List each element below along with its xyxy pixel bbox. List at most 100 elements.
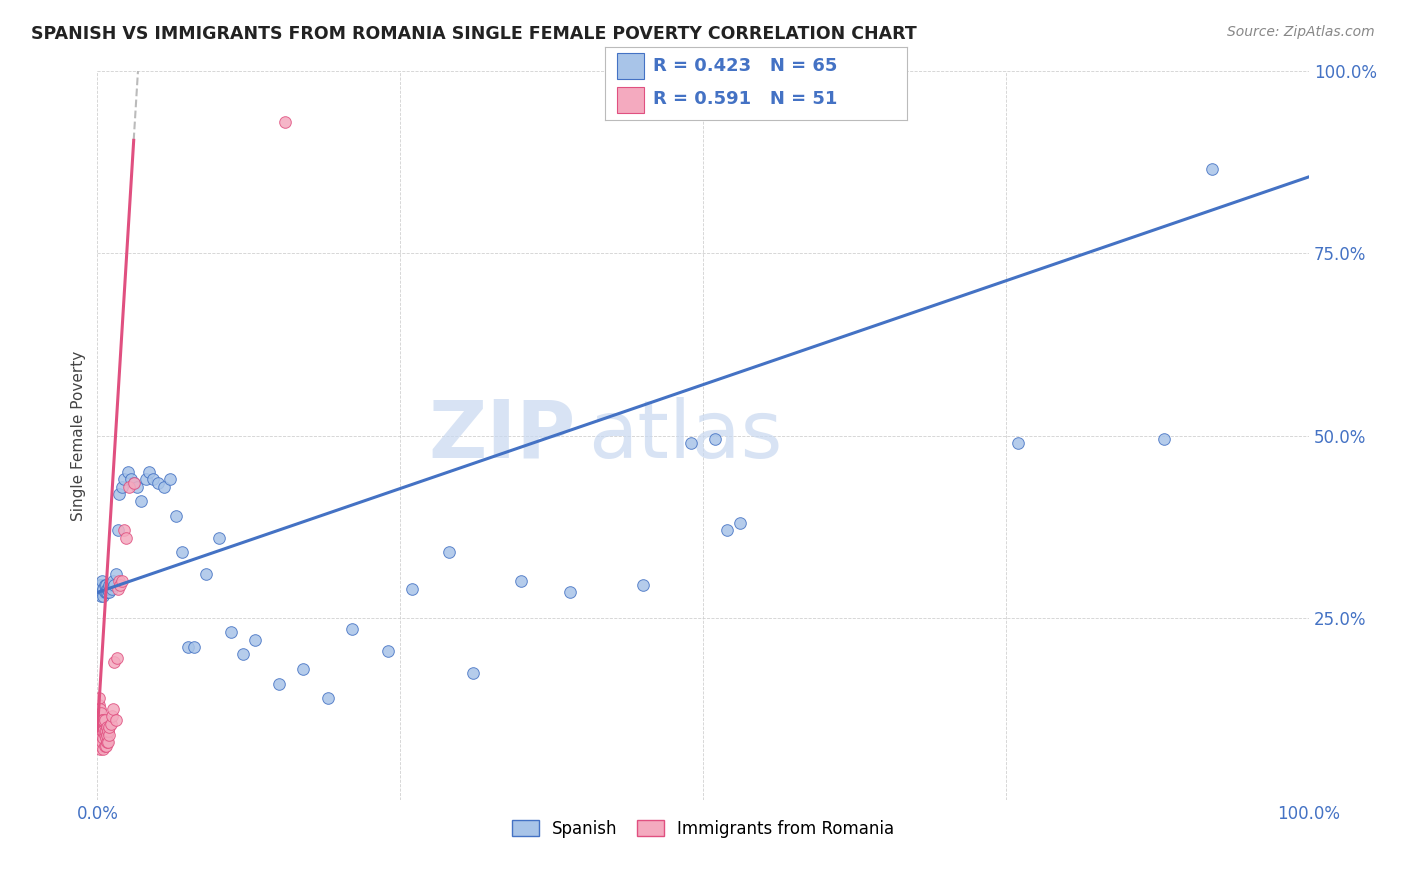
- Point: [98, 585, 121, 599]
- Point: [232, 648, 254, 662]
- Point: [87, 698, 110, 713]
- Point: [91, 713, 114, 727]
- Point: [117, 465, 139, 479]
- Text: R = 0.591   N = 51: R = 0.591 N = 51: [652, 90, 838, 108]
- Point: [1201, 162, 1223, 177]
- Point: [437, 545, 460, 559]
- Point: [87, 716, 110, 731]
- Point: [96, 585, 118, 599]
- Text: Source: ZipAtlas.com: Source: ZipAtlas.com: [1227, 25, 1375, 39]
- Point: [135, 472, 157, 486]
- FancyBboxPatch shape: [617, 87, 644, 113]
- Point: [93, 739, 115, 753]
- Point: [94, 585, 117, 599]
- Point: [100, 578, 122, 592]
- Text: R = 0.423   N = 65: R = 0.423 N = 65: [652, 57, 838, 75]
- Point: [103, 578, 125, 592]
- Point: [97, 723, 120, 738]
- Point: [101, 582, 124, 596]
- Point: [107, 524, 129, 538]
- Point: [728, 516, 751, 530]
- Point: [90, 706, 112, 720]
- Point: [108, 487, 131, 501]
- Point: [93, 582, 115, 596]
- Point: [93, 713, 115, 727]
- Point: [91, 585, 114, 599]
- Point: [108, 574, 131, 589]
- Point: [100, 716, 122, 731]
- Point: [105, 651, 128, 665]
- Point: [103, 655, 125, 669]
- Point: [110, 574, 132, 589]
- Point: [98, 728, 121, 742]
- Point: [1153, 432, 1175, 446]
- Point: [94, 578, 117, 592]
- Point: [153, 480, 176, 494]
- Point: [274, 115, 297, 129]
- Point: [101, 709, 124, 723]
- Legend: Spanish, Immigrants from Romania: Spanish, Immigrants from Romania: [505, 813, 901, 845]
- Point: [207, 531, 229, 545]
- Point: [112, 524, 135, 538]
- Point: [177, 640, 200, 654]
- Point: [172, 545, 194, 559]
- Point: [461, 665, 484, 680]
- Text: ZIP: ZIP: [429, 397, 576, 475]
- Point: [94, 731, 117, 746]
- Point: [93, 713, 115, 727]
- Point: [90, 589, 112, 603]
- Point: [101, 702, 124, 716]
- Point: [98, 720, 121, 734]
- Point: [129, 494, 152, 508]
- Point: [110, 480, 132, 494]
- Point: [87, 723, 110, 738]
- Point: [195, 567, 218, 582]
- Point: [120, 472, 142, 486]
- Point: [704, 432, 727, 446]
- Point: [90, 578, 112, 592]
- Point: [118, 480, 141, 494]
- Point: [243, 632, 266, 647]
- Point: [90, 728, 112, 742]
- Point: [340, 622, 363, 636]
- Point: [97, 582, 120, 596]
- Y-axis label: Single Female Poverty: Single Female Poverty: [72, 351, 86, 521]
- Point: [377, 644, 399, 658]
- Point: [104, 567, 127, 582]
- Point: [91, 723, 114, 738]
- Point: [96, 735, 118, 749]
- Point: [90, 739, 112, 753]
- Point: [96, 728, 118, 742]
- Point: [90, 716, 112, 731]
- Point: [1007, 436, 1029, 450]
- Point: [115, 531, 138, 545]
- Text: SPANISH VS IMMIGRANTS FROM ROMANIA SINGLE FEMALE POVERTY CORRELATION CHART: SPANISH VS IMMIGRANTS FROM ROMANIA SINGL…: [31, 25, 917, 43]
- Point: [93, 742, 115, 756]
- Point: [94, 723, 117, 738]
- Point: [112, 472, 135, 486]
- Point: [631, 578, 654, 592]
- Point: [142, 472, 165, 486]
- Point: [716, 524, 738, 538]
- Point: [401, 582, 423, 596]
- Point: [94, 739, 117, 753]
- Point: [110, 578, 132, 592]
- Point: [101, 574, 124, 589]
- Point: [93, 731, 115, 746]
- Point: [89, 720, 111, 734]
- Point: [93, 578, 115, 592]
- Point: [97, 735, 120, 749]
- Point: [292, 662, 315, 676]
- Point: [165, 508, 187, 523]
- Point: [558, 585, 581, 599]
- Point: [269, 676, 291, 690]
- Point: [159, 472, 181, 486]
- Point: [87, 735, 110, 749]
- Point: [96, 720, 118, 734]
- Point: [93, 723, 115, 738]
- Point: [93, 585, 115, 599]
- Point: [146, 476, 169, 491]
- Point: [138, 465, 160, 479]
- Point: [89, 742, 111, 756]
- Point: [96, 582, 118, 596]
